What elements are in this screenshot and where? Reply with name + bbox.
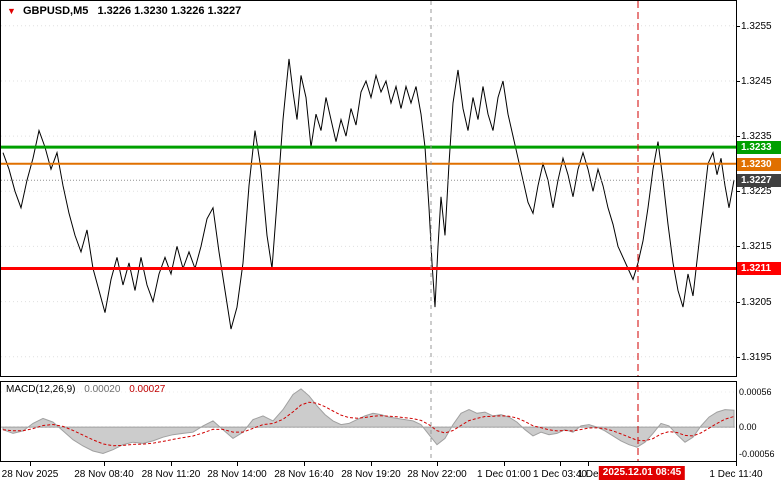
macd-histogram	[2, 388, 735, 455]
price-tick-label: 1.3245	[741, 76, 772, 87]
time-scale-tick	[437, 462, 438, 466]
time-scale-tick	[171, 462, 172, 466]
price-level-badge: 1.3211	[737, 262, 781, 275]
price-scale[interactable]: 1.3255 1.3245 1.3235 1.3225 1.3215 1.3205 1.31…	[737, 0, 781, 489]
time-axis-label: 28 Nov 14:00	[207, 469, 267, 480]
price-tick-label: 1.3195	[741, 352, 772, 363]
time-axis-label: 28 Nov 11:20	[141, 469, 201, 480]
price-tick-label: 1.3205	[741, 297, 772, 308]
time-scale-tick	[504, 462, 505, 466]
time-scale-tick	[371, 462, 372, 466]
time-axis-label: 28 Nov 22:00	[407, 469, 467, 480]
macd-signal-line	[2, 401, 735, 447]
time-axis-label: 1 Dec 03:40	[533, 469, 587, 480]
price-scale-tick	[737, 357, 740, 358]
macd-indicator-panel[interactable]: MACD(12,26,9) 0.00020 0.00027	[0, 381, 737, 462]
macd-plot-svg[interactable]	[1, 382, 736, 461]
macd-header: MACD(12,26,9) 0.00020 0.00027	[6, 384, 165, 395]
time-scale-tick	[304, 462, 305, 466]
time-axis-label: 1 Dec 01:00	[477, 469, 531, 480]
time-axis-label: 28 Nov 16:40	[274, 469, 334, 480]
price-tick-label: 1.3235	[741, 131, 772, 142]
macd-indicator-label: MACD(12,26,9)	[6, 384, 76, 395]
price-tick-label: 1.3255	[741, 21, 772, 32]
price-tick-label: 1.3225	[741, 186, 772, 197]
time-scale-tick	[30, 462, 31, 466]
price-scale-tick	[737, 136, 740, 137]
price-scale-tick	[737, 26, 740, 27]
macd-tick-label: 0.00056	[739, 387, 772, 397]
price-scale-tick	[737, 302, 740, 303]
time-scale-tick	[588, 462, 589, 466]
price-line	[2, 58, 735, 330]
price-tick-label: 1.3215	[741, 241, 772, 252]
main-chart-panel[interactable]: ▼ GBPUSD,M5 1.3226 1.3230 1.3226 1.3227	[0, 0, 737, 377]
time-scale-tick	[736, 462, 737, 466]
time-scale-tick	[104, 462, 105, 466]
price-scale-tick	[737, 246, 740, 247]
symbol-period-label: GBPUSD,M5	[22, 5, 89, 17]
time-axis-label: 28 Nov 19:20	[341, 469, 401, 480]
time-axis-label: 28 Nov 2025	[1, 469, 59, 480]
main-plot-svg[interactable]	[1, 1, 736, 376]
macd-tick-label: 0.00	[739, 422, 757, 432]
vline-time-badge: 2025.12.01 08:45	[598, 466, 686, 480]
ohlc-values: 1.3226 1.3230 1.3226 1.3227	[97, 5, 242, 17]
macd-main-value: 0.00020	[84, 384, 121, 395]
price-level-badge: 1.3230	[737, 158, 781, 171]
time-axis-label: 28 Nov 08:40	[74, 469, 134, 480]
price-scale-tick	[737, 81, 740, 82]
macd-signal-value: 0.00027	[129, 384, 166, 395]
down-triangle-icon: ▼	[7, 6, 16, 16]
time-scale-tick	[237, 462, 238, 466]
time-axis-label: 1 Dec 11:40	[709, 469, 763, 480]
time-scale-tick	[560, 462, 561, 466]
macd-tick-label: -0.00056	[739, 449, 775, 459]
time-axis-label: 1 De	[577, 469, 599, 480]
price-scale-tick	[737, 191, 740, 192]
chart-header: ▼ GBPUSD,M5 1.3226 1.3230 1.3226 1.3227	[7, 5, 241, 17]
price-level-badge: 1.3227	[737, 174, 781, 187]
price-level-badge: 1.3233	[737, 141, 781, 154]
time-scale[interactable]: 28 Nov 2025 28 Nov 08:40 28 Nov 11:20 28 No…	[0, 462, 781, 489]
